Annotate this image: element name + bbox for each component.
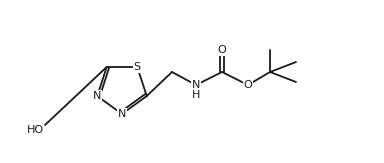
Text: N: N [192,80,200,90]
Text: S: S [134,62,141,72]
Text: N: N [118,109,126,119]
Text: O: O [218,45,227,55]
Text: N: N [93,91,101,101]
Text: O: O [243,80,252,90]
Text: H: H [192,90,200,100]
Text: HO: HO [26,125,43,135]
